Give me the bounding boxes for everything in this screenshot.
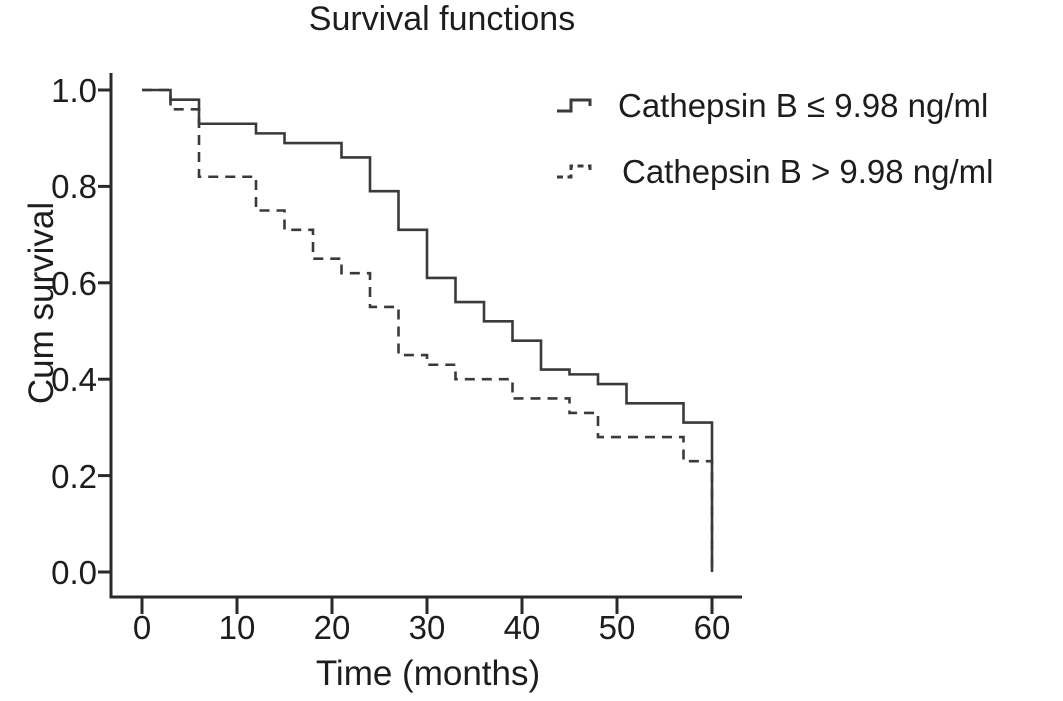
y-tick-label: 1.0	[51, 72, 97, 109]
x-tick-label: 20	[313, 609, 351, 646]
x-tick-label: 0	[132, 609, 152, 646]
legend-label-cathepsin-high: Cathepsin B > 9.98 ng/ml	[622, 153, 994, 190]
x-tick-label: 30	[408, 609, 446, 646]
legend-label-cathepsin-low: Cathepsin B ≤ 9.98 ng/ml	[618, 87, 989, 124]
legend-key-dashed-step-icon	[557, 164, 592, 179]
x-axis-title: Time (months)	[315, 654, 541, 693]
y-tick-label: 0.8	[51, 168, 97, 206]
x-tick-label: 10	[218, 609, 256, 646]
dashed-step-icon	[557, 164, 592, 179]
y-tick-label: 0.0	[51, 554, 97, 591]
y-tick-label: 0.4	[51, 361, 97, 399]
x-tick-label: 40	[503, 609, 541, 646]
y-tick-label: 0.2	[51, 457, 97, 495]
x-tick-label: 50	[598, 609, 636, 646]
survival-curve-cathepsin-low	[142, 88, 714, 572]
solid-step-icon	[557, 98, 592, 113]
legend-key-solid-step-icon	[557, 98, 592, 113]
x-tick-label: 60	[693, 609, 731, 646]
y-tick-label: 0.6	[51, 264, 97, 302]
chart-title: Survival functions	[308, 0, 576, 38]
